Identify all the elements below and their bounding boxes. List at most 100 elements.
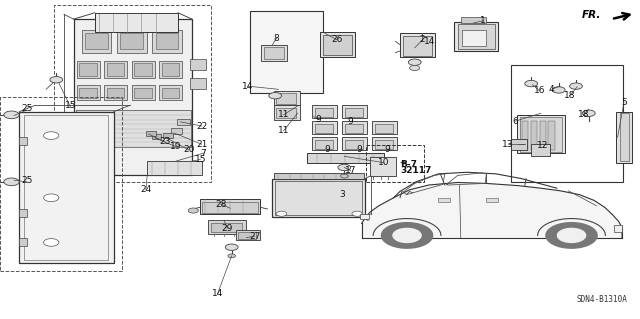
Circle shape (352, 211, 362, 216)
Bar (315, 108, 333, 117)
Bar (274, 105, 300, 120)
Circle shape (338, 164, 351, 171)
Text: 3: 3 (340, 190, 345, 199)
Circle shape (552, 87, 565, 93)
Bar (517, 115, 565, 153)
Bar (107, 88, 124, 98)
Bar (312, 137, 337, 150)
Text: 10: 10 (378, 158, 390, 167)
Bar (171, 128, 182, 134)
Bar (120, 33, 143, 49)
Text: 12: 12 (537, 141, 548, 150)
Text: 32117: 32117 (400, 166, 431, 175)
Text: 11: 11 (278, 126, 289, 135)
Bar (274, 173, 364, 179)
Text: 24: 24 (140, 185, 152, 194)
Circle shape (410, 65, 420, 70)
Bar (85, 33, 108, 49)
Circle shape (525, 80, 538, 87)
Text: 14: 14 (212, 289, 223, 298)
Bar (342, 121, 367, 134)
Text: SDN4-B1310A: SDN4-B1310A (577, 295, 627, 304)
Circle shape (582, 110, 595, 116)
Bar (163, 133, 173, 138)
Text: B-7: B-7 (400, 160, 417, 169)
Bar (19, 238, 27, 246)
Bar (403, 36, 432, 56)
Bar (372, 121, 397, 134)
Text: 17: 17 (345, 166, 356, 175)
Circle shape (408, 59, 421, 65)
Bar (366, 145, 424, 182)
Bar (159, 85, 182, 100)
Bar (454, 22, 498, 51)
Polygon shape (381, 223, 433, 248)
Text: 28: 28 (215, 200, 227, 209)
Bar (202, 202, 258, 213)
Bar (342, 137, 367, 150)
Text: 6: 6 (513, 117, 518, 126)
Text: 22: 22 (196, 122, 207, 130)
Bar (162, 63, 179, 76)
Polygon shape (546, 223, 597, 248)
Text: 11: 11 (278, 110, 289, 119)
Bar (548, 121, 555, 150)
Circle shape (44, 132, 59, 139)
Bar (274, 91, 300, 105)
Bar (261, 45, 287, 61)
Circle shape (50, 77, 63, 83)
Bar (159, 61, 182, 78)
Bar (208, 220, 246, 234)
Bar (190, 59, 206, 70)
Text: 4: 4 (549, 85, 554, 94)
Circle shape (4, 178, 19, 186)
Bar (19, 209, 27, 217)
Bar (462, 30, 486, 46)
Bar (323, 35, 352, 55)
Bar (312, 121, 337, 134)
Bar (511, 65, 623, 182)
Bar (375, 140, 393, 149)
Bar (511, 139, 527, 150)
Bar (134, 63, 152, 76)
Bar (614, 225, 622, 232)
Bar (54, 5, 211, 182)
Text: 27: 27 (249, 232, 260, 241)
Text: 19: 19 (170, 142, 182, 151)
Bar (156, 33, 178, 49)
Bar (276, 93, 296, 104)
Bar (345, 124, 363, 133)
Bar (162, 88, 179, 98)
Bar (236, 230, 260, 240)
Circle shape (228, 254, 236, 258)
Bar (104, 85, 127, 100)
Bar (95, 13, 178, 32)
Text: FR.: FR. (582, 10, 602, 20)
Bar (74, 19, 192, 175)
Bar (275, 181, 362, 215)
Circle shape (570, 83, 582, 89)
Bar (620, 113, 629, 161)
Circle shape (276, 211, 287, 216)
Text: 7: 7 (201, 149, 206, 158)
Bar (438, 198, 450, 202)
Bar (76, 110, 191, 147)
Bar (79, 88, 97, 98)
Text: 14: 14 (424, 37, 436, 46)
Bar (360, 214, 369, 219)
Bar (146, 131, 156, 136)
Polygon shape (362, 182, 622, 238)
Text: 15: 15 (65, 101, 76, 110)
Text: 23: 23 (159, 137, 171, 146)
Polygon shape (393, 228, 421, 242)
Bar (132, 85, 155, 100)
Bar (238, 232, 256, 239)
Circle shape (44, 194, 59, 202)
Text: 2: 2 (420, 35, 425, 44)
Text: 16: 16 (534, 86, 545, 95)
Text: 25: 25 (21, 104, 33, 113)
Text: 14: 14 (242, 82, 253, 91)
Circle shape (44, 239, 59, 246)
Bar (82, 30, 111, 53)
Bar (276, 108, 296, 118)
